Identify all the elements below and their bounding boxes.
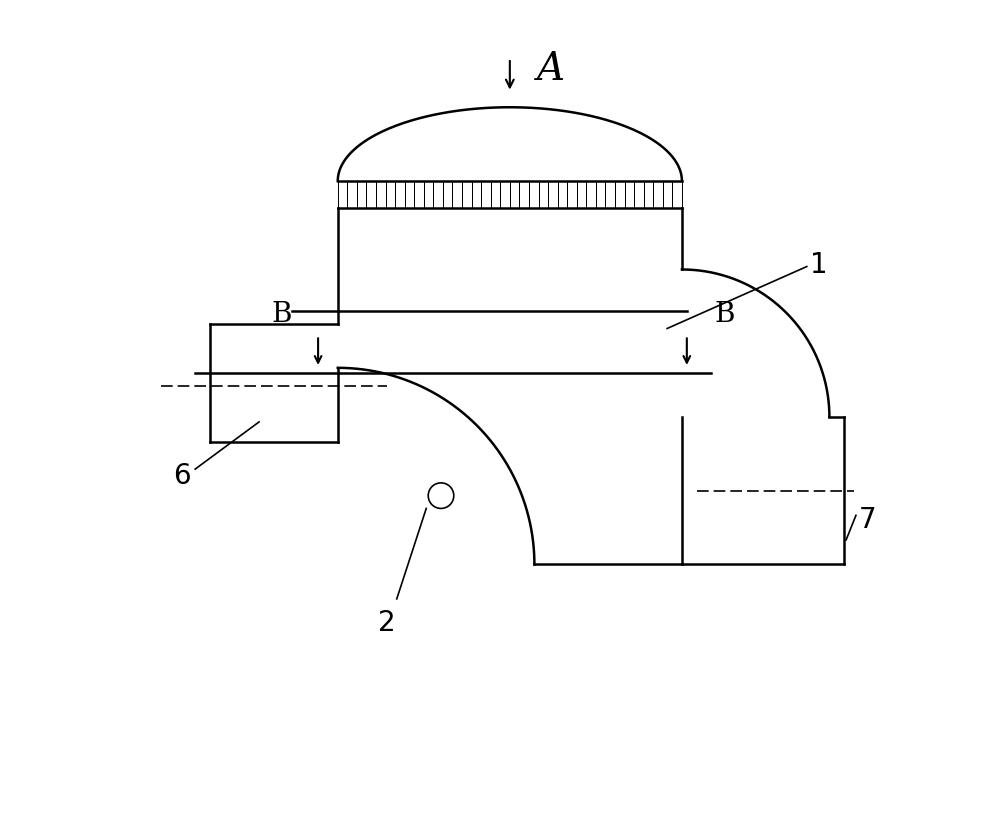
Text: 1: 1 xyxy=(810,250,827,279)
Text: 2: 2 xyxy=(378,609,396,636)
Text: 6: 6 xyxy=(173,462,190,490)
Text: B: B xyxy=(271,301,292,329)
Text: B: B xyxy=(714,301,735,329)
Text: 7: 7 xyxy=(859,506,877,534)
Text: A: A xyxy=(537,52,565,88)
